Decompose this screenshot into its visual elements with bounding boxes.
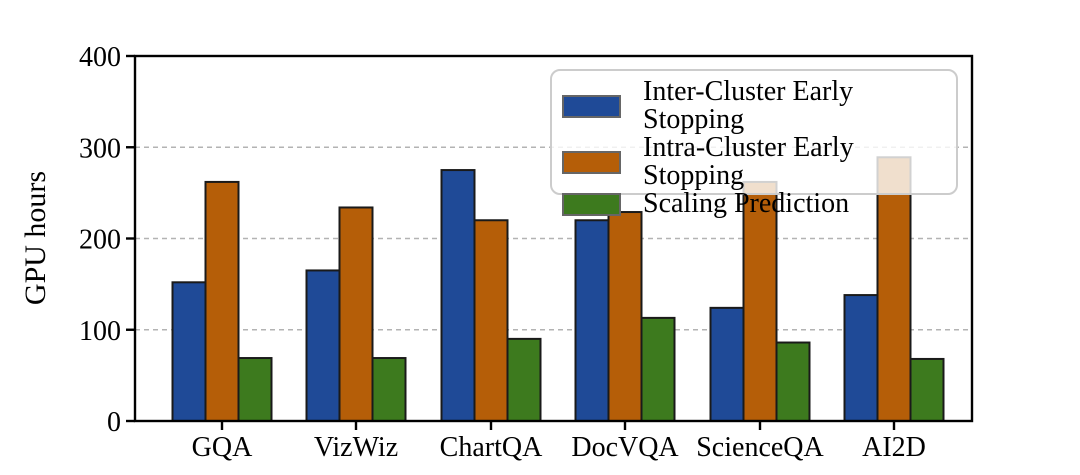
x-tick-label-gqa: GQA — [192, 432, 253, 463]
legend: Inter-Cluster Early Stopping Intra-Cluste… — [550, 69, 958, 218]
y-tick-label-300: 300 — [79, 133, 121, 164]
legend-swatch-icon — [562, 94, 621, 118]
bar-scienceqa-series0 — [709, 306, 745, 423]
legend-item: Inter-Cluster Early Stopping — [562, 78, 956, 134]
bar-gqa-series1 — [204, 180, 240, 422]
x-tick-label-ai2d: AI2D — [862, 432, 926, 463]
bar-docvqa-series2 — [640, 316, 676, 423]
bar-vizwiz-series1 — [338, 206, 374, 422]
bar-docvqa-series1 — [607, 211, 643, 422]
bar-chartqa-series1 — [473, 219, 509, 422]
x-tick-label-vizwiz: VizWiz — [314, 432, 398, 463]
y-tick-label-200: 200 — [79, 225, 121, 256]
x-tick-label-scienceqa: ScienceQA — [696, 432, 824, 463]
bar-gqa-series0 — [171, 281, 207, 422]
y-tick-label-100: 100 — [79, 316, 121, 347]
legend-swatch-icon — [562, 192, 621, 216]
legend-item: Scaling Prediction — [562, 190, 956, 218]
bar-ai2d-series1 — [876, 156, 912, 422]
x-tick-label-docvqa: DocVQA — [571, 432, 679, 463]
bar-chartqa-series2 — [506, 337, 542, 422]
y-axis-label: GPU hours — [19, 170, 52, 306]
x-tick-label-chartqa: ChartQA — [440, 432, 543, 463]
bar-scienceqa-series2 — [775, 341, 811, 422]
bar-ai2d-series0 — [843, 294, 879, 423]
bar-gqa-series2 — [237, 357, 273, 423]
legend-item: Intra-Cluster Early Stopping — [562, 134, 956, 190]
bar-docvqa-series0 — [574, 219, 610, 422]
bar-vizwiz-series0 — [305, 269, 341, 422]
y-tick-label-400: 400 — [79, 42, 121, 73]
y-tick-label-0: 0 — [107, 407, 121, 438]
legend-label: Scaling Prediction — [643, 188, 850, 219]
bar-chartqa-series0 — [440, 169, 476, 422]
bar-vizwiz-series2 — [371, 357, 407, 423]
bar-ai2d-series2 — [909, 357, 945, 423]
legend-label: Intra-Cluster Early Stopping — [643, 132, 854, 191]
legend-label: Inter-Cluster Early Stopping — [643, 76, 854, 135]
legend-swatch-icon — [562, 150, 621, 174]
